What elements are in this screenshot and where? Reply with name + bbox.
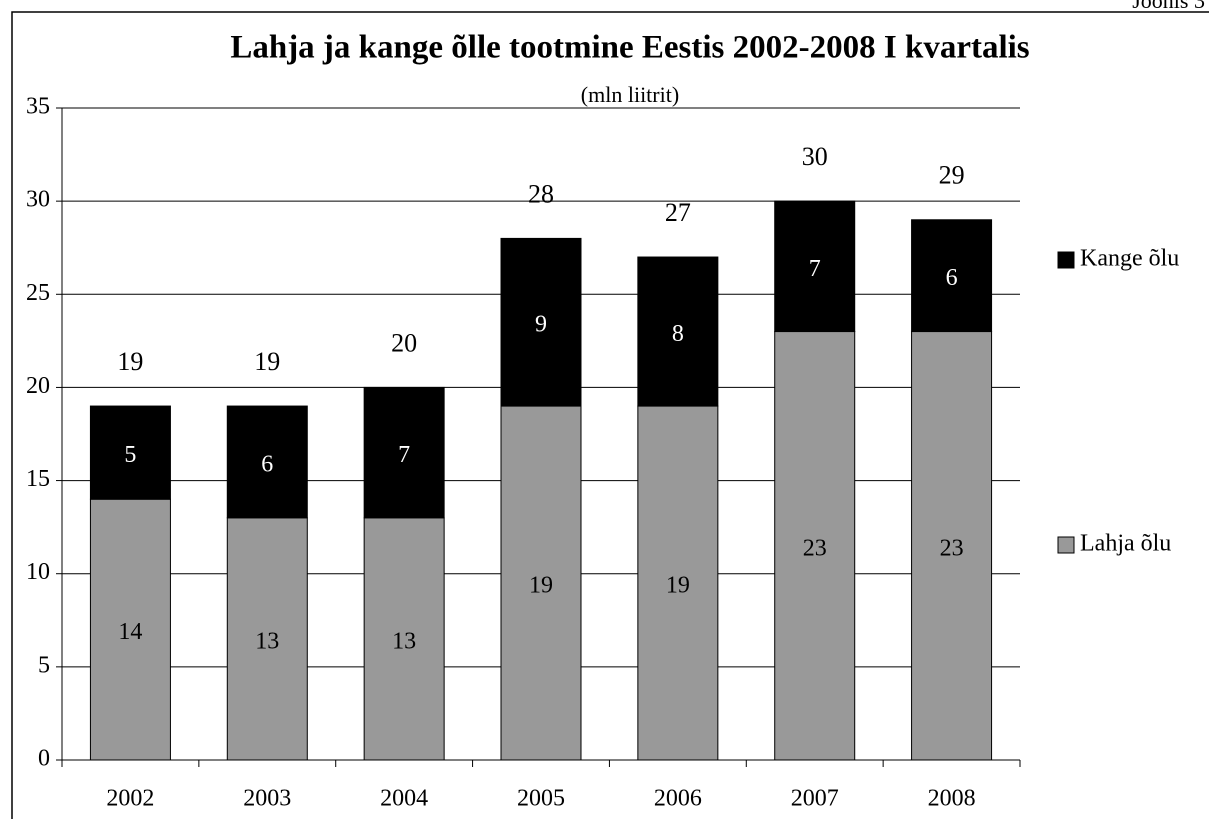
total-label: 30 (802, 142, 828, 171)
corner-note: Joonis 3 (1132, 0, 1205, 13)
y-tick-label: 30 (26, 187, 50, 213)
data-label: 9 (535, 312, 547, 338)
data-label: 23 (940, 535, 964, 561)
bar-segment (363, 386, 445, 519)
y-tick-label: 10 (26, 559, 50, 585)
total-label: 19 (117, 347, 143, 376)
bar-segment (911, 331, 993, 761)
data-label: 7 (398, 442, 410, 468)
legend-swatch (1057, 536, 1075, 554)
total-label: 28 (528, 179, 554, 208)
data-label: 6 (261, 451, 273, 477)
total-label: 19 (254, 347, 280, 376)
legend-label: Kange õlu (1080, 246, 1179, 272)
bar-segment (500, 237, 582, 407)
total-label: 29 (939, 161, 965, 190)
x-tick-label: 2007 (791, 786, 839, 812)
x-tick-label: 2002 (106, 786, 154, 812)
x-tick-label: 2008 (928, 786, 976, 812)
data-label: 19 (529, 573, 553, 599)
data-label: 8 (672, 321, 684, 347)
bar-segment (774, 200, 856, 333)
data-label: 7 (809, 256, 821, 282)
bar-segment (226, 405, 308, 519)
x-tick-label: 2004 (380, 786, 428, 812)
y-tick-label: 25 (26, 280, 50, 306)
bar-segment (637, 405, 719, 761)
bar-segment (774, 331, 856, 761)
bar-segment (226, 517, 308, 761)
legend-swatch (1057, 251, 1075, 269)
data-label: 6 (946, 265, 958, 291)
bar-segment (89, 498, 171, 761)
total-label: 20 (391, 328, 417, 357)
bar-segment (89, 405, 171, 500)
x-tick-label: 2005 (517, 786, 565, 812)
legend-label: Lahja õlu (1080, 531, 1171, 557)
chart-subtitle: (mln liitrit) (581, 82, 679, 107)
data-label: 13 (255, 628, 279, 654)
chart-border (11, 11, 1209, 819)
y-tick-label: 35 (26, 94, 50, 120)
y-tick-label: 20 (26, 373, 50, 399)
y-tick-label: 15 (26, 466, 50, 492)
total-label: 27 (665, 198, 691, 227)
data-label: 13 (392, 628, 416, 654)
data-label: 14 (118, 619, 142, 645)
x-tick-label: 2003 (243, 786, 291, 812)
y-tick-label: 0 (38, 746, 50, 772)
bar-segment (637, 256, 719, 407)
data-label: 5 (124, 442, 136, 468)
x-tick-label: 2006 (654, 786, 702, 812)
y-tick-label: 5 (38, 652, 50, 678)
chart-title: Lahja ja kange õlle tootmine Eestis 2002… (230, 30, 1029, 66)
data-label: 23 (803, 535, 827, 561)
bar-segment (500, 405, 582, 761)
data-label: 19 (666, 573, 690, 599)
bar-segment (911, 219, 993, 333)
bar-segment (363, 517, 445, 761)
